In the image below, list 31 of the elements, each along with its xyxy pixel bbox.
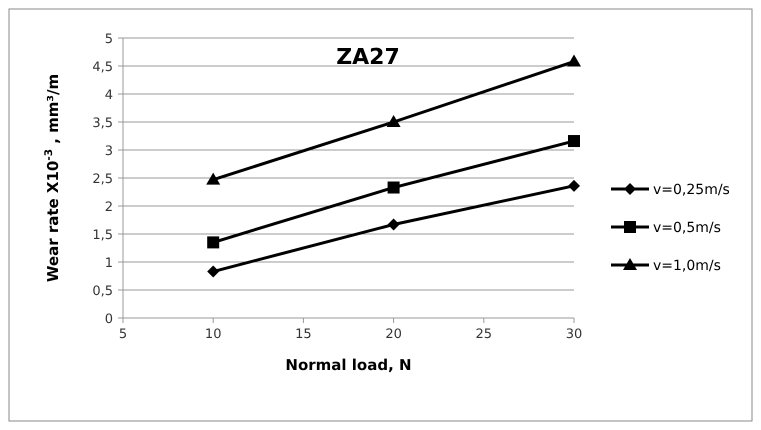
point bbox=[388, 218, 400, 230]
chart-title: ZA27 bbox=[336, 45, 400, 70]
y-tick-label: 5 bbox=[104, 32, 113, 47]
x-tick-label: 15 bbox=[295, 327, 312, 342]
point bbox=[386, 115, 401, 127]
legend-label: v=1,0m/s bbox=[653, 258, 721, 274]
y-tick-label: 1,5 bbox=[92, 228, 113, 243]
legend-label: v=0,5m/s bbox=[653, 220, 721, 236]
point bbox=[567, 54, 581, 67]
x-tick-label: 10 bbox=[204, 327, 222, 342]
y-tick-label: 0,5 bbox=[92, 284, 113, 299]
x-axis-title: Normal load, N bbox=[285, 356, 412, 374]
point bbox=[206, 172, 220, 185]
y-tick-label: 2 bbox=[104, 200, 113, 215]
x-tick-label: 25 bbox=[476, 327, 492, 342]
x-tick-label: 20 bbox=[385, 327, 402, 342]
point bbox=[568, 180, 580, 192]
point bbox=[568, 135, 580, 148]
point bbox=[207, 266, 220, 278]
y-tick-label: 3,5 bbox=[92, 116, 113, 131]
y-tick-label: 0 bbox=[104, 312, 113, 327]
point bbox=[207, 236, 220, 248]
x-tick-label: 5 bbox=[118, 327, 128, 342]
x-tick-label: 30 bbox=[566, 327, 582, 342]
y-tick-label: 4,5 bbox=[92, 60, 113, 75]
point bbox=[388, 182, 400, 194]
y-tick-label: 3 bbox=[104, 144, 113, 159]
legend-label: v=0,25m/s bbox=[653, 182, 730, 198]
y-tick-label: 1 bbox=[104, 256, 113, 271]
y-tick-label: 4 bbox=[104, 88, 113, 103]
y-tick-label: 2,5 bbox=[92, 172, 113, 187]
